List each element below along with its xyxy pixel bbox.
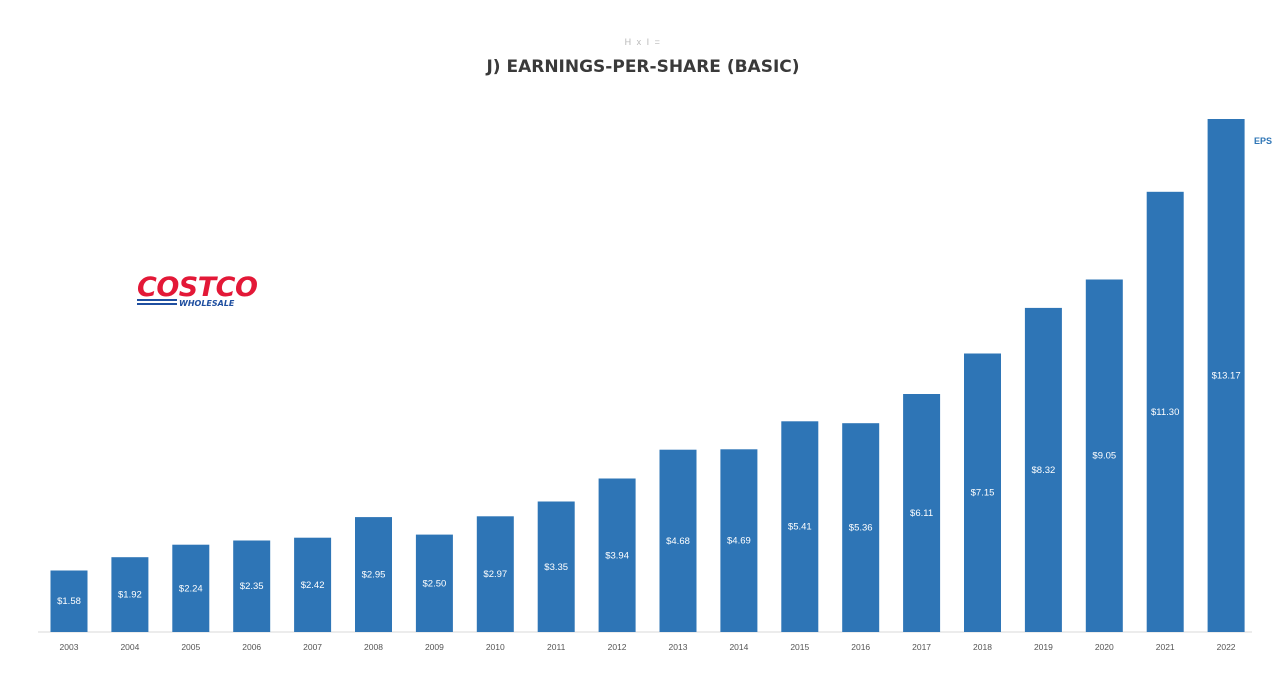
x-tick-label-2011: 2011 <box>547 642 566 652</box>
x-tick-label-2016: 2016 <box>851 642 870 652</box>
bar-2012 <box>598 478 636 632</box>
x-tick-label-2017: 2017 <box>912 642 931 652</box>
x-tick-labels-group: 2003 2004 2005 2006 2007 2008 2009 2010 2011 2012… <box>60 642 1236 652</box>
bar-2014 <box>720 449 758 632</box>
bar-2010 <box>476 516 514 632</box>
chart-title: J) EARNINGS-PER-SHARE (BASIC) <box>485 57 799 77</box>
bar-2006 <box>233 540 271 632</box>
logo-stripe-lower <box>137 303 177 305</box>
bar-value-label-2015: $5.41 <box>788 522 812 533</box>
x-tick-label-2010: 2010 <box>486 642 505 652</box>
bar-value-label-2020: $9.05 <box>1092 451 1116 462</box>
bar-value-label-2013: $4.68 <box>666 536 690 547</box>
bar-value-label-2005: $2.24 <box>179 583 203 594</box>
x-tick-label-2018: 2018 <box>973 642 992 652</box>
x-tick-label-2022: 2022 <box>1217 642 1236 652</box>
bar-value-label-2006: $2.35 <box>240 581 264 592</box>
bar-value-label-2007: $2.42 <box>301 580 325 591</box>
x-tick-label-2007: 2007 <box>303 642 322 652</box>
bar-labels-group: $1.58 $1.92 $2.24 $2.35 $2.42 $2.95 $2.50 $2.97… <box>57 371 1241 608</box>
x-tick-label-2009: 2009 <box>425 642 444 652</box>
bar-2016 <box>842 423 880 632</box>
bar-value-label-2011: $3.35 <box>544 562 568 573</box>
bar-2003 <box>50 570 88 632</box>
x-tick-label-2006: 2006 <box>242 642 261 652</box>
bar-2017 <box>903 394 941 632</box>
bar-value-label-2021: $11.30 <box>1151 407 1179 418</box>
bar-2008 <box>355 517 392 632</box>
bar-2022 <box>1207 119 1245 632</box>
legend-entry-eps: EPS <box>1254 136 1272 146</box>
bar-2009 <box>415 534 453 632</box>
bar-value-label-2022: $13.17 <box>1212 371 1241 382</box>
bar-value-label-2008: $2.95 <box>362 570 386 581</box>
bar-value-label-2012: $3.94 <box>605 550 629 561</box>
bar-value-label-2003: $1.58 <box>57 596 81 607</box>
x-tick-label-2008: 2008 <box>364 642 383 652</box>
bar-2021 <box>1146 191 1184 633</box>
logo-tagline-text: WHOLESALE <box>179 299 235 308</box>
x-tick-label-2005: 2005 <box>181 642 200 652</box>
x-tick-label-2004: 2004 <box>120 642 139 652</box>
bar-value-label-2014: $4.69 <box>727 536 751 547</box>
x-tick-label-2012: 2012 <box>608 642 627 652</box>
bar-2019 <box>1024 307 1062 632</box>
bar-value-label-2016: $5.36 <box>849 523 873 534</box>
bar-value-label-2009: $2.50 <box>423 578 447 589</box>
bar-2013 <box>659 449 697 632</box>
bar-2007 <box>294 537 332 632</box>
bar-2005 <box>172 544 210 632</box>
bar-value-label-2010: $2.97 <box>483 569 507 580</box>
logo-stripe-upper <box>137 299 177 301</box>
x-tick-label-2020: 2020 <box>1095 642 1114 652</box>
x-tick-label-2013: 2013 <box>669 642 688 652</box>
bar-2004 <box>111 557 149 632</box>
bar-2015 <box>781 421 819 632</box>
bar-2018 <box>964 353 1001 632</box>
bars-group <box>50 119 1245 633</box>
bar-value-label-2019: $8.32 <box>1032 465 1056 476</box>
x-tick-label-2021: 2021 <box>1156 642 1175 652</box>
x-tick-label-2014: 2014 <box>729 642 748 652</box>
x-tick-label-2003: 2003 <box>60 642 79 652</box>
bar-value-label-2018: $7.15 <box>971 488 995 499</box>
x-tick-label-2015: 2015 <box>790 642 809 652</box>
costco-logo: COSTCO WHOLESALE <box>137 272 258 308</box>
logo-brand-text: COSTCO <box>137 272 257 303</box>
x-tick-label-2019: 2019 <box>1034 642 1053 652</box>
bar-2011 <box>537 501 575 632</box>
bar-2020 <box>1085 279 1123 632</box>
chart-subtitle: H x I = <box>625 37 662 47</box>
bar-value-label-2017: $6.11 <box>910 508 933 519</box>
bar-value-label-2004: $1.92 <box>118 590 142 601</box>
